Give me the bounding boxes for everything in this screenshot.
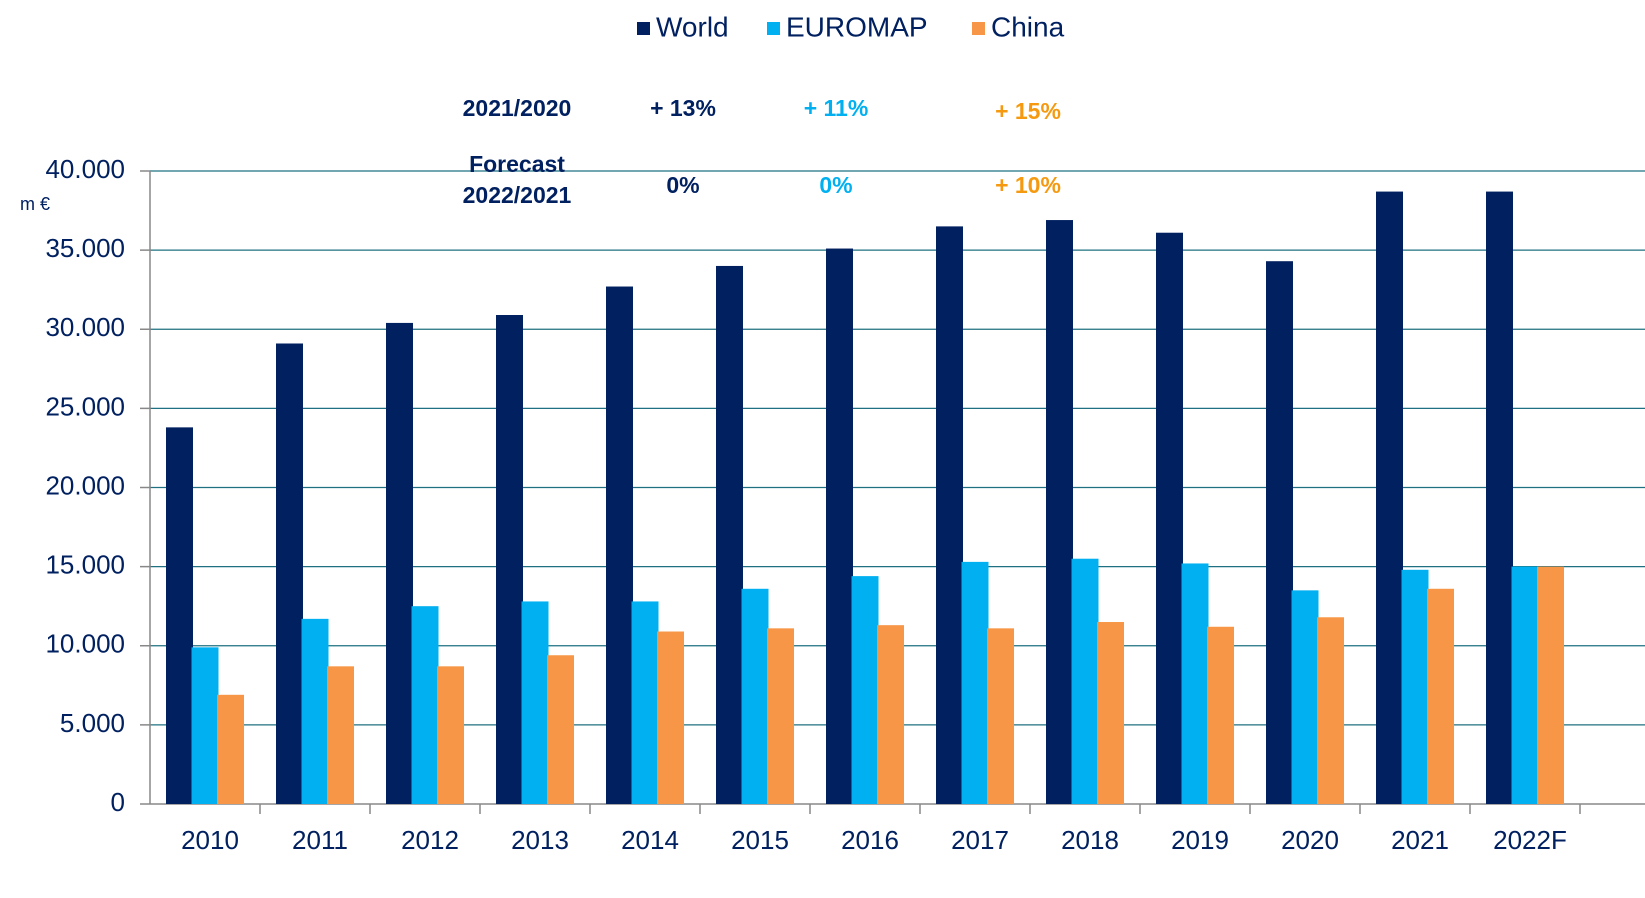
bar: [1071, 558, 1099, 804]
x-tick-label: 2010: [181, 825, 239, 855]
bar: [1486, 191, 1513, 804]
x-tick-label: 2022F: [1493, 825, 1567, 855]
bar: [631, 601, 659, 804]
bar: [166, 427, 193, 804]
bar: [987, 628, 1014, 804]
x-tick-label: 2017: [951, 825, 1009, 855]
bar: [1156, 232, 1183, 804]
y-tick-label: 15.000: [45, 550, 125, 580]
bar: [936, 226, 963, 804]
annotation-value: 0%: [819, 172, 852, 198]
x-tick-label: 2019: [1171, 825, 1229, 855]
y-tick-label: 25.000: [45, 391, 125, 421]
bar: [1537, 566, 1564, 804]
bar: [217, 694, 244, 804]
y-tick-label: 20.000: [45, 470, 125, 500]
legend-swatch: [767, 22, 780, 35]
bar: [1317, 617, 1344, 804]
bar: [1207, 626, 1234, 804]
bar: [496, 315, 523, 804]
y-tick-label: 30.000: [45, 312, 125, 342]
bar: [657, 631, 684, 804]
x-tick-label: 2018: [1061, 825, 1119, 855]
y-tick-label: 5.000: [60, 708, 125, 738]
x-tick-label: 2012: [401, 825, 459, 855]
legend-label: China: [991, 11, 1065, 42]
annotation-value: 0%: [666, 172, 699, 198]
annotation-value: + 15%: [995, 98, 1061, 124]
bar: [411, 606, 439, 804]
bar: [547, 655, 574, 804]
bar: [276, 343, 303, 804]
bar: [1511, 566, 1539, 804]
y-tick-label: 35.000: [45, 233, 125, 263]
x-tick-label: 2011: [292, 825, 348, 855]
bar: [741, 588, 769, 804]
bar: [1401, 569, 1429, 804]
y-unit-label: m €: [20, 194, 50, 214]
x-tick-label: 2021: [1391, 825, 1449, 855]
annotation-value: + 11%: [804, 95, 869, 121]
legend-swatch: [972, 22, 985, 35]
bar: [1097, 622, 1124, 804]
bar: [301, 618, 329, 804]
bar: [877, 625, 904, 804]
y-tick-label: 40.000: [45, 154, 125, 184]
bar: [1046, 220, 1073, 804]
legend-label: EUROMAP: [786, 11, 928, 42]
bar: [1291, 590, 1319, 804]
bar: [1427, 588, 1454, 804]
legend-label: World: [656, 11, 729, 42]
bar: [1376, 191, 1403, 804]
annotation-value: + 13%: [650, 95, 716, 121]
bar: [851, 576, 879, 804]
bar: [716, 265, 743, 804]
x-tick-label: 2015: [731, 825, 789, 855]
x-tick-label: 2016: [841, 825, 899, 855]
bar: [606, 286, 633, 805]
bar: [961, 561, 989, 804]
bar: [521, 601, 549, 804]
bar: [767, 628, 794, 804]
bar: [826, 248, 853, 805]
x-tick-label: 2014: [621, 825, 679, 855]
bar: [437, 666, 464, 804]
y-tick-label: 0: [111, 787, 125, 817]
bar: [1266, 261, 1293, 804]
bar: [327, 666, 354, 804]
y-tick-label: 10.000: [45, 629, 125, 659]
annotation-value: + 10%: [995, 172, 1061, 198]
bar: [191, 647, 219, 804]
annotation-label: Forecast: [469, 151, 565, 177]
bar: [1181, 563, 1209, 804]
annotation-label: 2021/2020: [463, 95, 572, 121]
x-tick-label: 2020: [1281, 825, 1339, 855]
bar: [386, 322, 413, 804]
annotation-label: 2022/2021: [463, 182, 572, 208]
legend-swatch: [637, 22, 650, 35]
x-tick-label: 2013: [511, 825, 569, 855]
